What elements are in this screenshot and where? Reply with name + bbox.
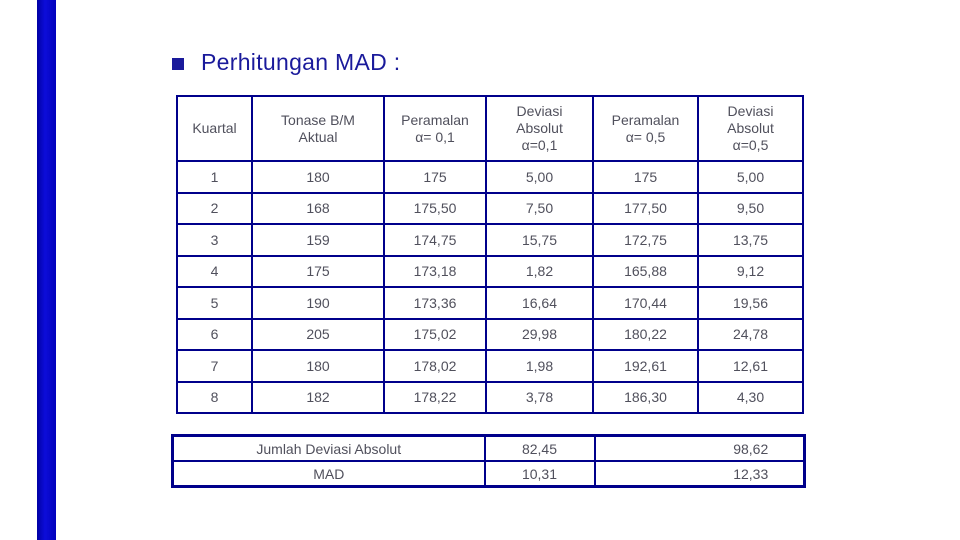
summary-label: Jumlah Deviasi Absolut [171, 434, 486, 462]
table-cell: 175,02 [383, 317, 487, 351]
header-line: Peramalan [611, 111, 680, 128]
table-cell: 168 [251, 191, 385, 225]
summary-label: MAD [171, 460, 486, 488]
table-cell: 1,82 [485, 254, 594, 288]
summary-row: Jumlah Deviasi Absolut 82,45 98,62 [171, 434, 806, 462]
table-row: 8 182 178,22 3,78 186,30 4,30 [176, 380, 804, 414]
header-line: Deviasi [516, 103, 563, 119]
table-cell: 13,75 [697, 223, 804, 257]
table-row: 7 180 178,02 1,98 192,61 12,61 [176, 349, 804, 383]
summary-table: Jumlah Deviasi Absolut 82,45 98,62 MAD 1… [171, 434, 806, 488]
table-row: 5 190 173,36 16,64 170,44 19,56 [176, 286, 804, 320]
summary-value-alpha05: 98,62 [698, 434, 806, 462]
table-cell: 4 [176, 254, 253, 288]
table-cell: 175 [383, 160, 487, 194]
table-row: 6 205 175,02 29,98 180,22 24,78 [176, 317, 804, 351]
table-cell: 175 [592, 160, 699, 194]
col-header-kuartal: Kuartal [176, 95, 253, 162]
table-cell: 4,30 [697, 380, 804, 414]
table-cell: 180 [251, 160, 385, 194]
table-cell: 178,22 [383, 380, 487, 414]
title-row: Perhitungan MAD : [172, 49, 400, 76]
summary-value-alpha01: 10,31 [483, 460, 596, 488]
table-cell: 178,02 [383, 349, 487, 383]
table-cell: 5 [176, 286, 253, 320]
table-cell: 9,12 [697, 254, 804, 288]
table-cell: 5,00 [697, 160, 804, 194]
header-line: α=0,1 [521, 137, 558, 153]
table-cell: 186,30 [592, 380, 699, 414]
table-cell: 177,50 [592, 191, 699, 225]
table-row: 2 168 175,50 7,50 177,50 9,50 [176, 191, 804, 225]
summary-spacer-cell [593, 434, 699, 462]
table-row: 4 175 173,18 1,82 165,88 9,12 [176, 254, 804, 288]
table-cell: 8 [176, 380, 253, 414]
header-line: Absolut [727, 120, 774, 136]
table-cell: 190 [251, 286, 385, 320]
table-cell: 165,88 [592, 254, 699, 288]
summary-value-alpha01: 82,45 [483, 434, 596, 462]
summary-value-alpha05: 12,33 [698, 460, 806, 488]
header-line: Tonase B/M [281, 111, 355, 128]
table-cell: 170,44 [592, 286, 699, 320]
table-cell: 29,98 [485, 317, 594, 351]
table-cell: 19,56 [697, 286, 804, 320]
table-cell: 180,22 [592, 317, 699, 351]
header-line: Kuartal [192, 120, 237, 136]
slide-title: Perhitungan MAD : [201, 49, 401, 75]
header-line: Absolut [516, 120, 563, 136]
header-line: Peramalan [401, 111, 469, 128]
bullet-square-icon [172, 58, 184, 70]
accent-bar [37, 0, 56, 540]
col-header-tonase-aktual: Tonase B/M Aktual [251, 95, 385, 162]
table-row: 3 159 174,75 15,75 172,75 13,75 [176, 223, 804, 257]
header-line: Deviasi [727, 103, 774, 119]
header-line: α=0,5 [732, 137, 769, 153]
table-cell: 1 [176, 160, 253, 194]
table-cell: 5,00 [485, 160, 594, 194]
table-cell: 192,61 [592, 349, 699, 383]
table-cell: 16,64 [485, 286, 594, 320]
table-cell: 2 [176, 191, 253, 225]
table-cell: 7 [176, 349, 253, 383]
table-cell: 174,75 [383, 223, 487, 257]
header-line: α= 0,1 [415, 128, 455, 145]
header-line: Aktual [298, 128, 338, 145]
header-line: α= 0,5 [625, 128, 666, 145]
table-cell: 182 [251, 380, 385, 414]
col-header-peramalan-alpha01: Peramalan α= 0,1 [383, 95, 487, 162]
header-row: Kuartal Tonase B/M Aktual Peramalan α= 0… [176, 95, 804, 162]
table-cell: 15,75 [485, 223, 594, 257]
table-cell: 172,75 [592, 223, 699, 257]
table-cell: 9,50 [697, 191, 804, 225]
table-cell: 1,98 [485, 349, 594, 383]
col-header-deviasi-absolut-alpha01: Deviasi Absolut α=0,1 [485, 95, 594, 162]
summary-row: MAD 10,31 12,33 [171, 460, 806, 488]
col-header-deviasi-absolut-alpha05: Deviasi Absolut α=0,5 [697, 95, 804, 162]
table-cell: 3,78 [485, 380, 594, 414]
table-cell: 24,78 [697, 317, 804, 351]
table-cell: 3 [176, 223, 253, 257]
table-cell: 6 [176, 317, 253, 351]
table-cell: 175 [251, 254, 385, 288]
table-cell: 12,61 [697, 349, 804, 383]
table-cell: 173,36 [383, 286, 487, 320]
col-header-peramalan-alpha05: Peramalan α= 0,5 [592, 95, 699, 162]
table-cell: 205 [251, 317, 385, 351]
table-cell: 159 [251, 223, 385, 257]
summary-spacer-cell [593, 460, 699, 488]
table-cell: 173,18 [383, 254, 487, 288]
table-row: 1 180 175 5,00 175 5,00 [176, 160, 804, 194]
mad-calculation-table: Kuartal Tonase B/M Aktual Peramalan α= 0… [176, 95, 804, 414]
table-cell: 175,50 [383, 191, 487, 225]
table-cell: 180 [251, 349, 385, 383]
table-cell: 7,50 [485, 191, 594, 225]
